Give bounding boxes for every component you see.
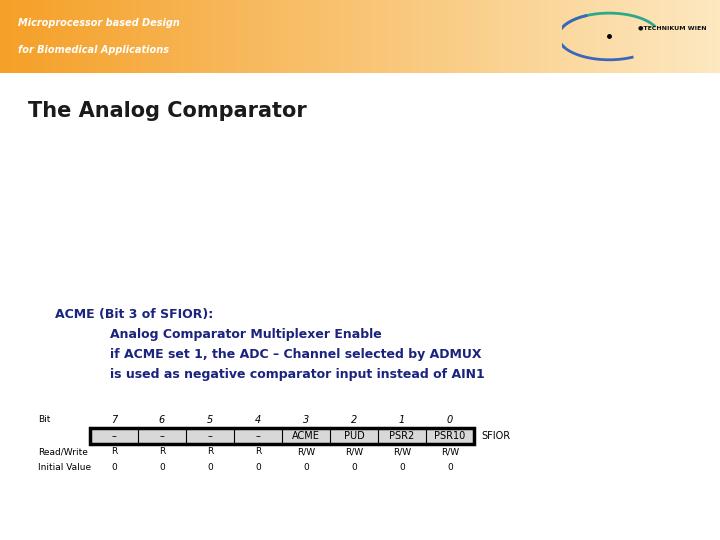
- Text: 0: 0: [111, 463, 117, 472]
- Text: 0: 0: [159, 463, 165, 472]
- Text: R/W: R/W: [345, 448, 363, 456]
- Text: 6: 6: [159, 415, 165, 425]
- Text: R: R: [207, 448, 213, 456]
- Text: R/W: R/W: [441, 448, 459, 456]
- Text: for Biomedical Applications: for Biomedical Applications: [18, 45, 169, 55]
- Text: ACME: ACME: [292, 431, 320, 441]
- Text: is used as negative comparator input instead of AIN1: is used as negative comparator input ins…: [110, 368, 485, 381]
- Text: 2: 2: [351, 415, 357, 425]
- Text: ●TECHNIKUM WIEN: ●TECHNIKUM WIEN: [638, 25, 706, 30]
- Text: Microprocessor based Design: Microprocessor based Design: [18, 18, 180, 28]
- Text: Read/Write: Read/Write: [38, 448, 88, 456]
- Text: –: –: [112, 431, 117, 441]
- Text: 0: 0: [207, 463, 213, 472]
- Text: 1: 1: [399, 415, 405, 425]
- Text: 7: 7: [111, 415, 117, 425]
- Text: Bit: Bit: [38, 415, 50, 424]
- Text: 4: 4: [255, 415, 261, 425]
- Text: –: –: [256, 431, 261, 441]
- Bar: [90, 428, 474, 444]
- Text: PSR2: PSR2: [390, 431, 415, 441]
- Text: R: R: [111, 448, 117, 456]
- Text: 5: 5: [207, 415, 213, 425]
- Text: PSR10: PSR10: [434, 431, 466, 441]
- Text: ACME (Bit 3 of SFIOR):: ACME (Bit 3 of SFIOR):: [55, 308, 213, 321]
- Text: –: –: [160, 431, 164, 441]
- Text: 0: 0: [447, 415, 453, 425]
- Text: 0: 0: [303, 463, 309, 472]
- Text: R: R: [159, 448, 165, 456]
- Text: SFIOR: SFIOR: [481, 431, 510, 441]
- Text: 0: 0: [447, 463, 453, 472]
- Text: The Analog Comparator: The Analog Comparator: [28, 101, 307, 121]
- Text: 3: 3: [303, 415, 309, 425]
- Text: –: –: [207, 431, 212, 441]
- Text: R: R: [255, 448, 261, 456]
- Text: R/W: R/W: [297, 448, 315, 456]
- Text: 0: 0: [399, 463, 405, 472]
- Text: 0: 0: [351, 463, 357, 472]
- Text: PUD: PUD: [343, 431, 364, 441]
- Text: R/W: R/W: [393, 448, 411, 456]
- Text: if ACME set 1, the ADC – Channel selected by ADMUX: if ACME set 1, the ADC – Channel selecte…: [110, 348, 482, 361]
- Text: Analog Comparator Multiplexer Enable: Analog Comparator Multiplexer Enable: [110, 328, 382, 341]
- Text: 0: 0: [255, 463, 261, 472]
- Text: Initial Value: Initial Value: [38, 463, 91, 472]
